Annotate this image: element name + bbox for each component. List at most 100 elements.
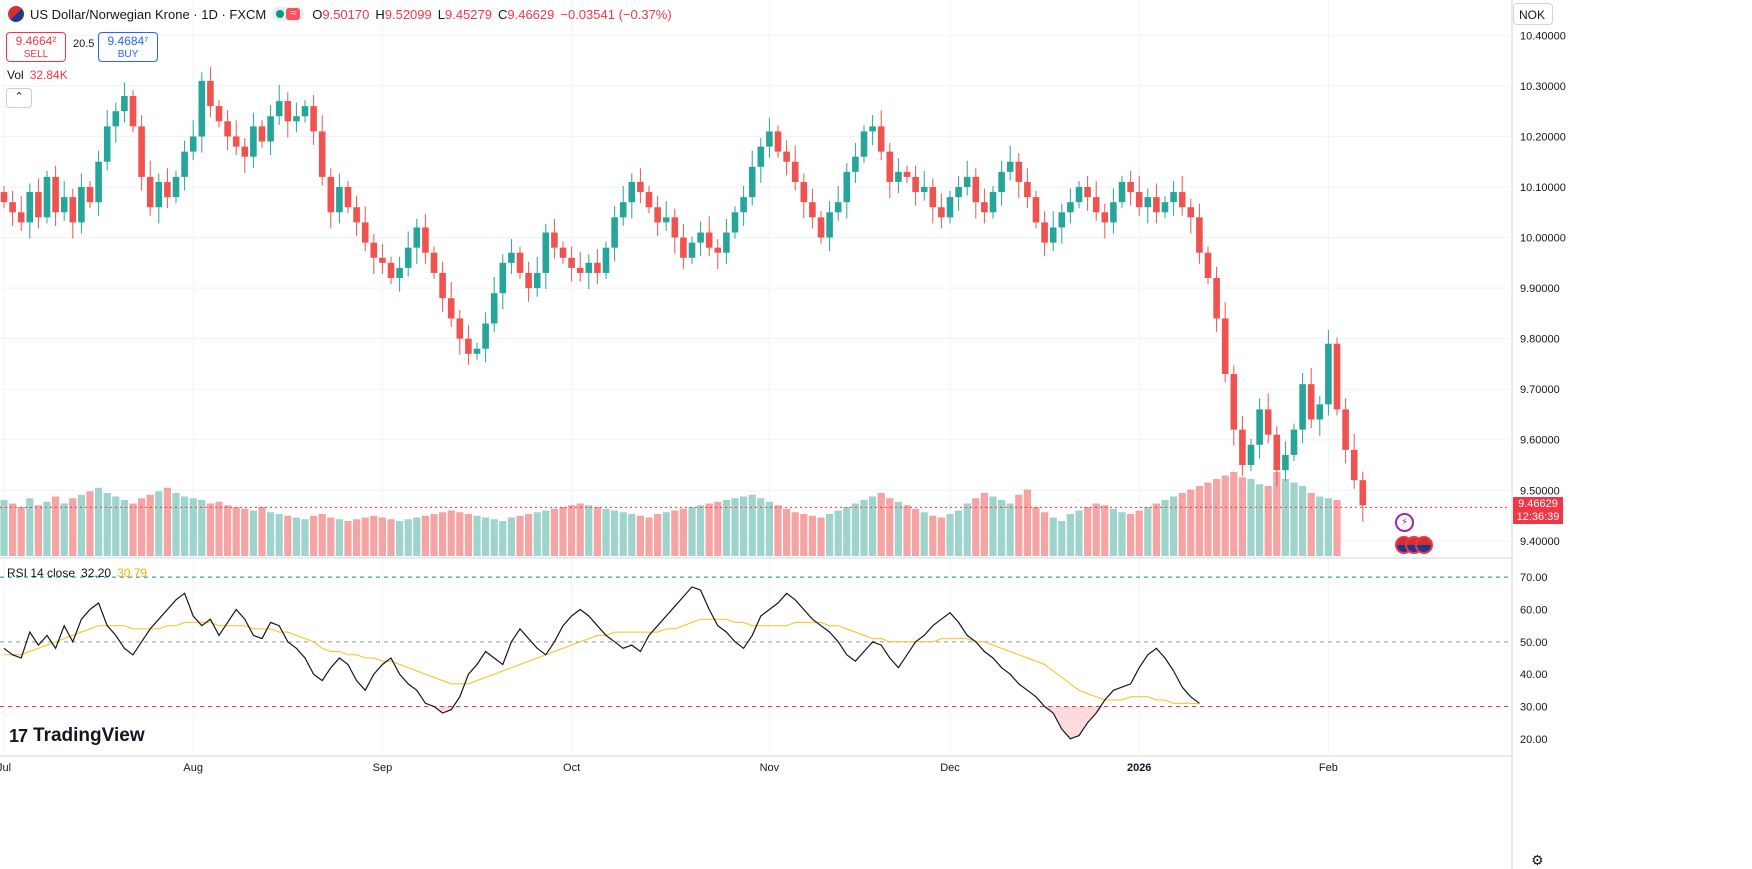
volume-bar	[525, 514, 533, 556]
candle-body	[26, 192, 34, 223]
volume-bar	[929, 515, 937, 556]
candle-body	[215, 106, 223, 122]
candle-body	[1307, 384, 1315, 420]
price-tick-label: 10.20000	[1520, 131, 1566, 143]
volume-bar	[1264, 486, 1272, 556]
volume-bar	[456, 512, 464, 556]
ohlc-high: H9.52099	[375, 6, 432, 22]
candle-body	[422, 227, 429, 253]
candle-body	[585, 262, 593, 273]
currency-selector[interactable]: NOK	[1513, 3, 1553, 25]
candle-body	[78, 187, 85, 223]
volume-bar	[172, 493, 180, 556]
price-tick-label: 9.50000	[1520, 485, 1560, 497]
price-axis-bg	[1512, 0, 1752, 869]
volume-bar	[1273, 472, 1281, 556]
candle-body	[1178, 192, 1186, 208]
candle-body	[396, 267, 403, 278]
candle-body	[353, 207, 360, 223]
candle-body	[293, 116, 300, 122]
candle-body	[1359, 480, 1367, 506]
us-flag-icon[interactable]	[1415, 536, 1433, 554]
volume-bar	[241, 508, 249, 556]
candle-body	[1015, 161, 1023, 182]
volume-bar	[774, 505, 782, 556]
candle-body	[1092, 197, 1100, 213]
volume-bar	[877, 493, 885, 556]
volume-bar	[146, 494, 154, 556]
candle-body	[929, 187, 937, 208]
volume-bar	[421, 515, 429, 556]
sell-price: 9.4664²	[15, 34, 57, 48]
candle-body	[43, 176, 51, 218]
brand-name: TradingView	[33, 725, 145, 746]
volume-bar	[963, 503, 971, 556]
candle-body	[1170, 192, 1177, 203]
volume-bar	[1178, 493, 1186, 556]
sell-button[interactable]: 9.4664² SELL	[6, 32, 66, 62]
ohlc-open: O9.50170	[312, 6, 370, 22]
buy-button[interactable]: 9.4684⁷ BUY	[98, 32, 158, 62]
volume-bar	[559, 507, 567, 556]
price-tick-label: 9.40000	[1520, 536, 1560, 548]
volume-bar	[705, 503, 713, 556]
volume-bar	[249, 510, 257, 556]
candle-body	[181, 151, 188, 177]
candle-body	[361, 222, 369, 243]
chevron-up-icon: ⌃	[14, 91, 24, 103]
rsi-line	[3, 586, 1200, 740]
settings-icon[interactable]: ⚙	[1531, 852, 1544, 868]
volume-bar	[1006, 503, 1014, 556]
candle-body	[525, 272, 532, 289]
candle-body	[155, 181, 163, 208]
candle-body	[1316, 404, 1324, 420]
volume-bar	[826, 514, 834, 556]
volume-bar	[800, 514, 808, 556]
candle-body	[774, 131, 782, 152]
volume-bar	[619, 512, 627, 556]
collapse-button[interactable]: ⌃	[6, 88, 32, 108]
lightning-icon[interactable]: ⚡	[1395, 513, 1414, 532]
price-tick-label: 10.40000	[1520, 30, 1566, 42]
candle-body	[1161, 202, 1169, 213]
candle-body	[499, 262, 507, 294]
volume-bar	[636, 515, 644, 556]
candle-body	[60, 197, 68, 213]
market-status-toggle[interactable]: ≈	[272, 7, 305, 21]
candle-body	[198, 80, 206, 137]
candle-body	[662, 217, 670, 223]
candle-body	[1006, 161, 1014, 172]
compare-icon: ≈	[286, 8, 301, 20]
candle-body	[146, 176, 154, 208]
volume-bar	[843, 507, 851, 556]
candle-body	[783, 151, 790, 162]
volume-bar	[1152, 503, 1160, 556]
candle-body	[189, 136, 197, 152]
ohlc-low: L9.45279	[437, 6, 492, 22]
rsi-tick-label: 40.00	[1520, 669, 1548, 681]
symbol-title[interactable]: US Dollar/Norwegian Krone · 1D · FXCM	[30, 6, 267, 22]
volume-bar	[808, 515, 816, 556]
candle-body	[336, 187, 343, 213]
time-tick-label: Sep	[373, 762, 393, 774]
candle-body	[1256, 409, 1263, 445]
candle-body	[938, 207, 945, 218]
volume-bar	[1127, 514, 1135, 556]
candle-body	[559, 247, 567, 258]
candle-body	[327, 176, 335, 213]
volume-bar	[292, 517, 300, 556]
volume-bar	[568, 505, 576, 556]
volume-bar	[860, 500, 868, 556]
volume-bar	[731, 498, 739, 556]
rsi-ma-value: 30.79	[117, 566, 148, 580]
volume-bar	[1101, 505, 1109, 556]
candle-body	[860, 131, 868, 157]
candle-body	[714, 247, 722, 253]
tradingview-logo[interactable]: 17 TradingView	[9, 725, 145, 747]
candle-body	[800, 181, 808, 203]
candle-body	[69, 197, 77, 223]
volume-bar	[886, 498, 894, 556]
candle-body	[241, 146, 249, 157]
candle-body	[697, 232, 704, 243]
